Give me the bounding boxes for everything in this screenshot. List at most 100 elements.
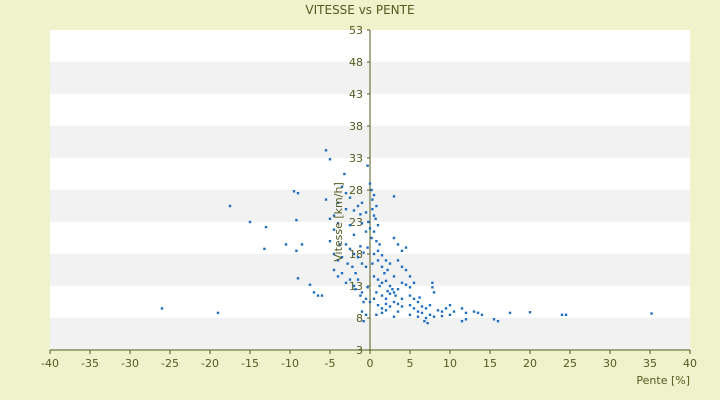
data-points — [160, 149, 653, 325]
data-point — [392, 236, 396, 240]
data-point — [408, 286, 412, 289]
data-point — [480, 313, 484, 316]
data-point — [352, 233, 356, 236]
data-point — [328, 240, 332, 243]
data-point — [364, 265, 368, 268]
data-point — [371, 208, 374, 211]
data-point — [346, 262, 349, 265]
y-tick-label: 18 — [349, 248, 363, 261]
data-point — [472, 310, 476, 313]
data-point — [356, 204, 360, 208]
data-point — [408, 294, 412, 297]
data-point — [368, 227, 372, 230]
data-point — [408, 313, 412, 316]
data-point — [404, 283, 408, 286]
data-point — [366, 164, 369, 167]
data-point — [560, 313, 564, 316]
data-point — [362, 251, 365, 254]
x-axis-ticks: -40 -35 -30 -25 -20 -15 -10 -5 0 5 10 15 20 25 30 35 40 — [41, 350, 697, 370]
data-point — [370, 188, 373, 192]
data-point — [372, 275, 376, 278]
data-point — [284, 243, 288, 246]
data-point — [408, 304, 412, 307]
x-tick-label: 5 — [407, 357, 414, 370]
data-point — [348, 278, 352, 281]
x-axis-title: Pente [%] — [636, 374, 690, 387]
x-tick-label: -15 — [241, 357, 259, 370]
data-point — [296, 192, 300, 195]
data-point — [372, 297, 376, 300]
data-point — [336, 259, 340, 262]
data-point — [359, 245, 362, 248]
data-point — [375, 291, 378, 294]
data-point — [316, 294, 320, 297]
data-point — [380, 265, 384, 268]
data-point — [364, 297, 368, 300]
data-point — [352, 284, 356, 288]
x-tick-label: -25 — [161, 357, 179, 370]
data-point — [320, 294, 324, 297]
data-point — [376, 249, 380, 252]
data-point — [412, 281, 416, 284]
data-point — [528, 311, 532, 314]
data-point — [366, 246, 369, 249]
data-point — [416, 310, 420, 313]
y-tick-label: 38 — [349, 120, 363, 133]
data-point — [372, 230, 376, 233]
x-tick-label: -10 — [281, 357, 299, 370]
data-point — [332, 228, 336, 231]
data-point — [376, 304, 380, 307]
data-point — [448, 313, 452, 316]
data-point — [476, 311, 480, 315]
data-point — [362, 320, 365, 323]
data-point — [392, 300, 396, 304]
data-point — [392, 291, 396, 294]
x-tick-label: 20 — [523, 357, 537, 370]
data-point — [324, 149, 328, 152]
data-point — [348, 224, 352, 227]
data-point — [384, 297, 388, 300]
data-point — [376, 224, 380, 227]
data-point — [340, 272, 344, 275]
data-point — [452, 310, 456, 313]
data-point — [378, 243, 381, 246]
data-point — [464, 311, 468, 315]
data-point — [336, 222, 340, 225]
x-tick-label: 40 — [683, 357, 697, 370]
data-point — [386, 268, 389, 272]
data-point — [354, 288, 357, 291]
data-point — [426, 321, 429, 325]
data-point — [396, 288, 400, 291]
data-point — [352, 252, 356, 256]
data-point — [372, 214, 376, 217]
data-point — [328, 158, 332, 161]
data-point — [423, 320, 426, 323]
data-point — [368, 300, 372, 304]
data-point — [344, 281, 348, 284]
data-point — [360, 222, 364, 225]
data-point — [396, 310, 400, 313]
data-point — [359, 294, 362, 297]
data-point — [295, 249, 298, 252]
data-point — [332, 214, 336, 217]
data-point — [351, 265, 354, 268]
data-point — [460, 320, 464, 323]
data-point — [424, 307, 428, 310]
y-axis-title: Vitesse [km/h] — [332, 182, 345, 262]
y-tick-label: 48 — [349, 56, 363, 69]
data-point — [324, 198, 328, 201]
data-point — [383, 272, 386, 275]
data-point — [340, 256, 344, 259]
data-point — [366, 286, 369, 289]
data-point — [380, 281, 384, 284]
data-point — [362, 300, 365, 304]
y-tick-label: 28 — [349, 184, 363, 197]
data-point — [400, 281, 404, 284]
data-point — [356, 256, 360, 259]
data-point — [431, 286, 434, 289]
data-point — [376, 278, 380, 281]
data-point — [400, 265, 404, 268]
data-point — [248, 220, 252, 224]
data-point — [292, 190, 296, 193]
